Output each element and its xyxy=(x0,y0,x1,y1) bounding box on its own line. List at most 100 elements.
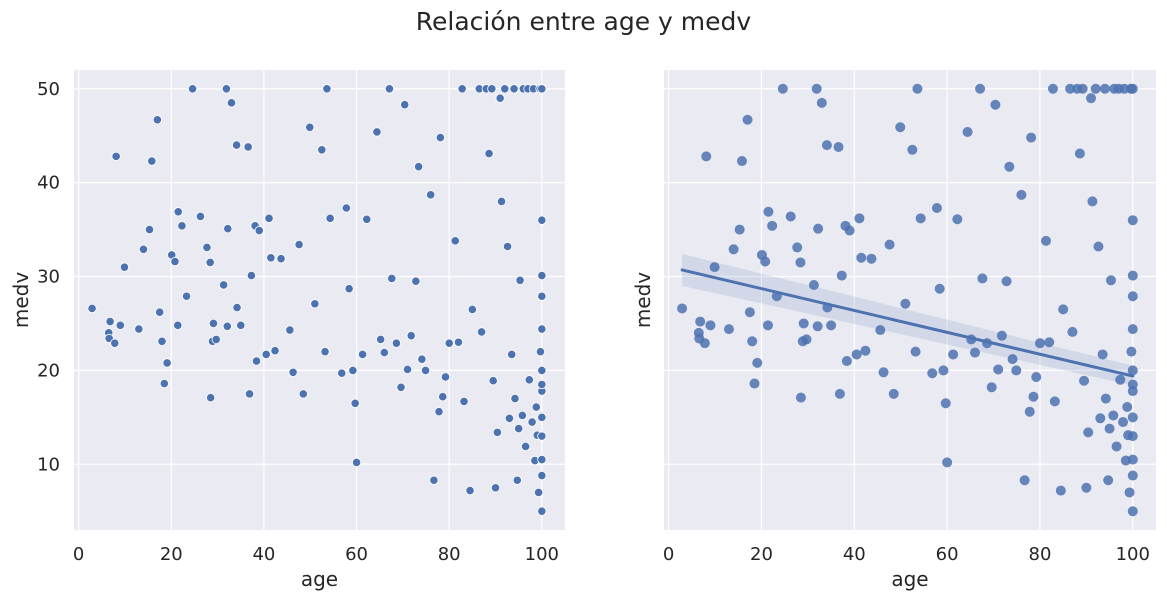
left-data-point xyxy=(147,156,157,166)
right-data-point xyxy=(1026,132,1037,143)
left-data-point xyxy=(400,100,410,110)
left-data-point xyxy=(232,302,242,313)
right-data-point xyxy=(798,318,809,329)
left-x-tick-label: 60 xyxy=(345,544,368,565)
right-data-point xyxy=(1019,475,1030,486)
right-data-point xyxy=(878,367,889,378)
left-data-point xyxy=(119,262,130,272)
left-data-point xyxy=(351,457,362,468)
left-data-point xyxy=(387,273,397,284)
left-data-point xyxy=(537,412,547,422)
left-data-point xyxy=(434,407,444,417)
left-x-axis-label: age xyxy=(301,567,338,591)
left-data-point xyxy=(254,225,264,236)
right-data-point xyxy=(1001,276,1012,287)
right-data-point xyxy=(1093,241,1104,252)
left-data-point xyxy=(276,254,286,264)
right-data-point xyxy=(975,83,986,94)
left-y-axis-label: medv xyxy=(9,272,33,328)
right-data-point xyxy=(1099,83,1110,94)
right-data-point xyxy=(808,279,819,290)
right-data-point xyxy=(836,270,847,281)
left-data-point xyxy=(487,84,497,94)
right-data-point xyxy=(1016,189,1027,200)
left-data-point xyxy=(535,347,546,357)
right-data-point xyxy=(777,83,788,94)
right-data-point xyxy=(821,140,832,151)
left-data-point xyxy=(414,162,424,172)
left-data-point xyxy=(444,338,454,348)
right-data-point xyxy=(996,330,1007,341)
left-data-point xyxy=(173,320,183,330)
right-data-point xyxy=(1124,487,1135,498)
left-x-tick-label: 20 xyxy=(160,544,183,565)
right-data-point xyxy=(860,345,871,356)
left-x-tick-label: 0 xyxy=(73,544,84,565)
right-data-point xyxy=(1127,506,1138,517)
left-data-point xyxy=(285,325,295,335)
right-data-point xyxy=(742,114,753,125)
right-data-point xyxy=(728,244,739,255)
right-data-point xyxy=(723,324,734,335)
left-data-point xyxy=(110,338,120,348)
right-x-tick-label: 40 xyxy=(843,544,866,565)
left-data-point xyxy=(533,487,544,498)
right-data-point xyxy=(1077,83,1088,94)
panel-left-scatter: 0 20 40 60 80 100 10 20 30 40 50 age medv xyxy=(9,70,565,591)
left-data-point xyxy=(510,393,520,404)
right-data-point xyxy=(1065,83,1076,94)
right-data-point xyxy=(1034,338,1045,349)
left-data-point xyxy=(515,275,525,285)
left-data-point xyxy=(438,392,448,402)
right-data-point xyxy=(695,316,706,327)
left-data-point xyxy=(537,431,547,441)
right-data-point xyxy=(942,457,953,468)
right-data-point xyxy=(1028,391,1039,402)
right-data-point xyxy=(1090,83,1101,94)
right-data-point xyxy=(888,388,899,399)
left-data-point xyxy=(435,132,445,143)
left-data-point xyxy=(305,122,315,132)
left-data-point xyxy=(426,190,436,200)
left-data-point xyxy=(465,485,475,496)
right-data-point xyxy=(934,283,945,294)
left-data-point xyxy=(181,291,192,301)
left-data-point xyxy=(440,372,451,382)
left-data-point xyxy=(379,347,389,358)
left-data-point xyxy=(115,320,125,330)
right-data-point xyxy=(833,141,844,152)
left-data-point xyxy=(362,214,372,224)
right-data-point xyxy=(1004,161,1015,172)
right-data-point xyxy=(1095,413,1106,424)
right-data-point xyxy=(948,349,959,360)
left-data-point xyxy=(177,221,187,231)
left-data-point xyxy=(155,307,165,317)
right-x-tick-label: 80 xyxy=(1029,544,1052,565)
right-data-point xyxy=(760,256,771,267)
left-data-point xyxy=(202,242,212,253)
right-data-point xyxy=(1127,412,1138,423)
left-data-point xyxy=(467,304,477,314)
left-data-point xyxy=(348,365,358,376)
left-data-point xyxy=(111,151,121,161)
right-data-point xyxy=(795,257,806,268)
right-data-point xyxy=(763,206,774,217)
left-data-point xyxy=(527,417,537,427)
right-points xyxy=(677,83,1138,517)
left-x-tick-label: 100 xyxy=(525,544,559,565)
left-data-point xyxy=(537,506,547,516)
right-data-point xyxy=(752,357,763,368)
right-data-point xyxy=(1100,393,1111,404)
right-data-point xyxy=(785,211,796,222)
right-data-point xyxy=(1118,417,1129,428)
left-data-point xyxy=(264,213,274,223)
left-data-point xyxy=(231,140,242,150)
left-y-tick-label: 30 xyxy=(37,267,60,288)
left-data-point xyxy=(337,368,347,378)
left-data-point xyxy=(357,349,368,360)
right-data-point xyxy=(734,224,745,235)
left-data-point xyxy=(411,276,421,286)
left-data-point xyxy=(144,224,155,235)
left-y-tick-label: 40 xyxy=(37,173,60,194)
